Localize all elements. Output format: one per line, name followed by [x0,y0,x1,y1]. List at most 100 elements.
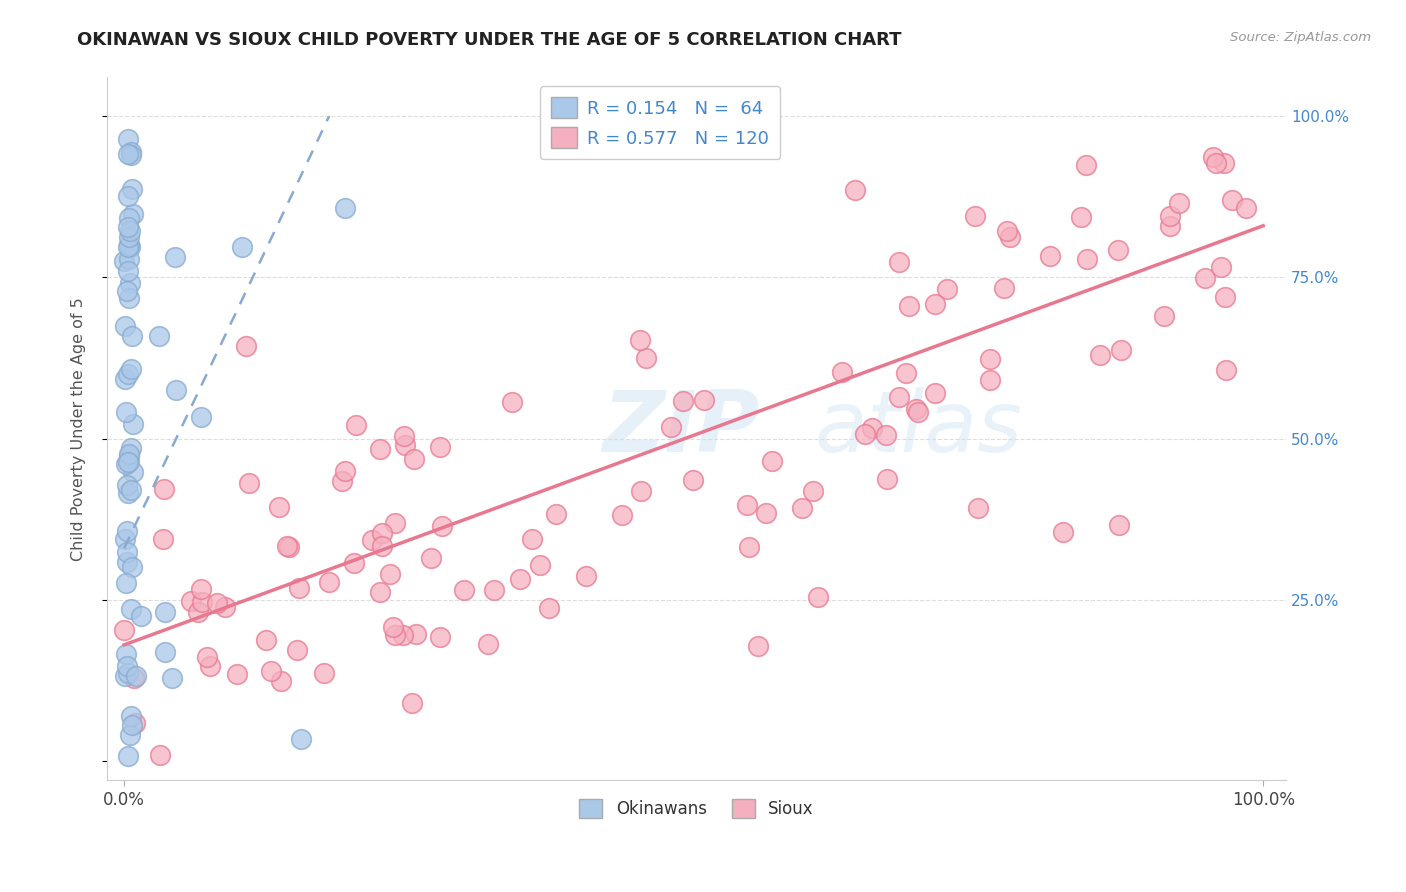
Point [120,276,142,290]
Point [993,281,1015,295]
Point [1090,348,1112,362]
Point [1205,156,1227,170]
Point [190,595,212,609]
Point [112,623,135,637]
Point [1234,201,1257,215]
Point [1076,252,1098,267]
Point [117,455,139,469]
Point [270,673,292,688]
Point [121,417,143,431]
Point [195,650,218,665]
Point [1039,249,1062,263]
Point [509,572,531,586]
Point [115,478,138,492]
Point [1074,158,1097,172]
Point [1201,150,1223,164]
Point [979,351,1001,366]
Point [333,202,356,216]
Point [225,666,247,681]
Point [371,526,394,541]
Point [1153,309,1175,323]
Point [370,539,392,553]
Point [278,540,301,554]
Point [318,575,340,590]
Point [1108,518,1130,533]
Point [1052,525,1074,540]
Point [1109,343,1132,357]
Point [120,709,142,723]
Point [924,297,946,311]
Point [1215,362,1237,376]
Point [115,524,138,538]
Point [737,540,759,554]
Point [522,532,544,546]
Point [118,455,141,469]
Text: OKINAWAN VS SIOUX CHILD POVERTY UNDER THE AGE OF 5 CORRELATION CHART: OKINAWAN VS SIOUX CHILD POVERTY UNDER TH… [77,31,901,49]
Point [114,405,136,419]
Point [117,263,139,277]
Point [343,556,366,570]
Point [402,452,425,467]
Point [117,189,139,203]
Point [735,498,758,512]
Text: ZIP: ZIP [602,387,759,470]
Point [384,628,406,642]
Legend: Okinawans, Sioux: Okinawans, Sioux [572,792,821,825]
Point [152,532,174,546]
Point [121,329,143,343]
Point [231,240,253,254]
Point [114,669,136,683]
Point [114,533,136,547]
Point [1070,210,1092,224]
Point [165,250,187,264]
Point [966,500,988,515]
Point [634,351,657,365]
Point [682,473,704,487]
Point [368,442,391,456]
Point [429,441,451,455]
Text: atlas: atlas [814,387,1022,470]
Point [335,464,357,478]
Point [380,566,402,581]
Point [905,402,928,417]
Point [1213,156,1236,170]
Point [121,560,143,574]
Point [314,666,336,681]
Point [118,237,141,252]
Point [897,299,920,313]
Point [117,146,139,161]
Point [187,605,209,619]
Point [165,384,187,398]
Point [997,224,1019,238]
Point [361,533,384,547]
Point [155,645,177,659]
Point [875,428,897,442]
Point [115,575,138,590]
Point [122,207,145,221]
Point [118,450,141,464]
Point [1194,271,1216,285]
Point [117,240,139,254]
Point [115,647,138,661]
Point [117,749,139,764]
Point [368,585,391,599]
Point [269,500,291,515]
Point [1159,219,1181,234]
Point [432,518,454,533]
Point [117,665,139,680]
Point [124,716,146,731]
Point [190,582,212,597]
Point [394,438,416,452]
Point [120,224,142,238]
Point [117,285,139,299]
Point [118,211,141,226]
Point [1211,260,1233,274]
Point [1107,243,1129,257]
Point [121,441,143,455]
Text: Source: ZipAtlas.com: Source: ZipAtlas.com [1230,31,1371,45]
Point [290,732,312,747]
Point [214,600,236,615]
Point [120,602,142,616]
Point [401,696,423,710]
Point [190,410,212,425]
